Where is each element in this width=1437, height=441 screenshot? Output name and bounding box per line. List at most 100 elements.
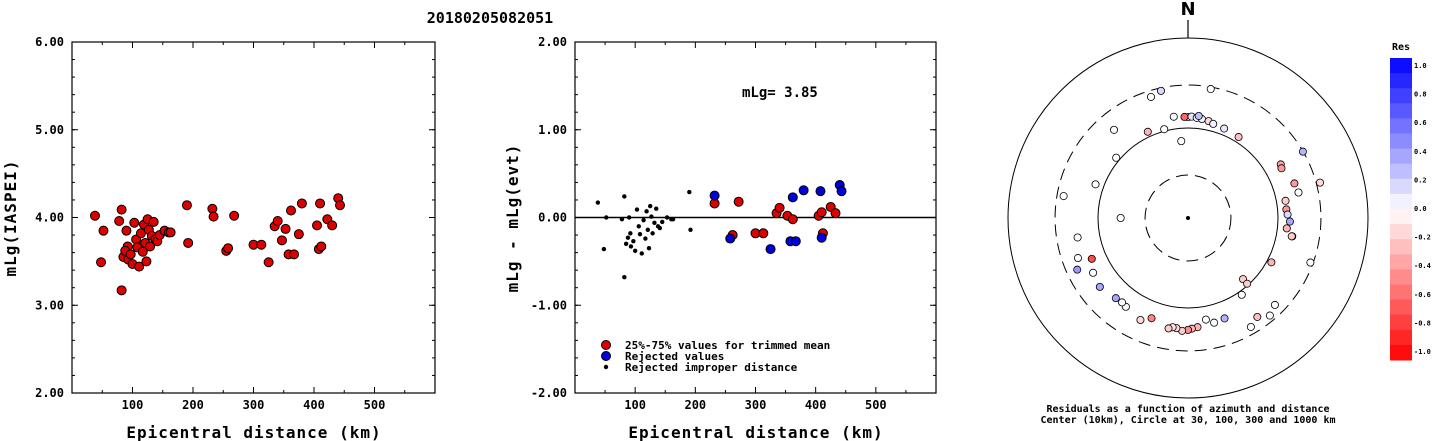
y-axis-label: mLg - mLg(evt) bbox=[503, 144, 522, 293]
colorbar-segment bbox=[1390, 193, 1412, 210]
distance-rings bbox=[1007, 37, 1369, 399]
data-point bbox=[644, 209, 649, 214]
data-point bbox=[181, 200, 192, 211]
station-point bbox=[1136, 315, 1145, 324]
y-tick-label: 1.00 bbox=[538, 123, 567, 137]
station-point bbox=[1156, 86, 1165, 95]
data-point bbox=[631, 238, 636, 244]
station-point bbox=[1277, 164, 1286, 173]
data-points bbox=[595, 180, 847, 280]
station-point bbox=[1265, 311, 1274, 320]
station-point bbox=[1281, 196, 1290, 205]
station-point bbox=[1180, 112, 1189, 121]
y-tick-label: -2.00 bbox=[531, 386, 567, 400]
legend-label-improper-distance: Rejected improper distance bbox=[625, 361, 798, 374]
data-point bbox=[89, 210, 100, 221]
data-point bbox=[641, 217, 646, 223]
panel-residual-vs-distance: 100 200 300 400 500 -2.00 -1.00 0.00 1.00 2.00 mL… bbox=[503, 35, 937, 441]
station-point bbox=[1143, 127, 1152, 136]
epicenter-marker bbox=[1186, 216, 1190, 220]
y-tick-label: 6.00 bbox=[35, 35, 64, 49]
data-point bbox=[272, 216, 283, 227]
data-point bbox=[604, 215, 609, 220]
legend-label-trimmed-mean: 25%-75% values for trimmed mean bbox=[625, 339, 830, 352]
station-point bbox=[1059, 192, 1068, 201]
data-point bbox=[816, 207, 827, 218]
data-point bbox=[116, 285, 127, 296]
x-tick-label: 300 bbox=[243, 398, 265, 412]
station-point bbox=[1306, 258, 1315, 267]
colorbar-tick-label: -0.8 bbox=[1414, 319, 1431, 327]
station-point bbox=[1118, 298, 1127, 307]
colorbar-segment bbox=[1390, 224, 1412, 240]
magnitude-annotation: mLg= 3.85 bbox=[742, 85, 818, 101]
station-point bbox=[1164, 324, 1173, 333]
station-point bbox=[1073, 254, 1082, 263]
colorbar-tick-label: 0.4 bbox=[1414, 148, 1427, 156]
colorbar-tick-label: -1.0 bbox=[1414, 348, 1431, 356]
station-point bbox=[1237, 290, 1246, 299]
data-point bbox=[645, 227, 651, 232]
data-point bbox=[650, 231, 655, 236]
colorbar-scale: 1.0 0.8 0.6 0.4 0.2 0.0 -0.2 -0.4 -0.6 -0.8 -1.0 bbox=[1390, 58, 1431, 361]
data-point bbox=[296, 198, 307, 209]
data-point bbox=[229, 210, 240, 221]
data-point bbox=[280, 223, 291, 234]
y-tick-label: 3.00 bbox=[35, 298, 64, 312]
data-point bbox=[637, 231, 643, 237]
panel-azimuth-residuals: N Residuals as a function of azimuth and… bbox=[1007, 0, 1431, 426]
station-point bbox=[1201, 315, 1210, 324]
data-point bbox=[148, 216, 159, 227]
data-point bbox=[625, 235, 631, 240]
data-point bbox=[815, 186, 826, 197]
data-point bbox=[293, 229, 304, 240]
data-point bbox=[595, 200, 601, 205]
station-point bbox=[1112, 153, 1121, 162]
north-label: N bbox=[1180, 0, 1195, 20]
colorbar-tick-label: -0.4 bbox=[1414, 262, 1431, 270]
data-point bbox=[626, 215, 632, 220]
colorbar-title: Res bbox=[1392, 42, 1410, 53]
distance-ring bbox=[1097, 127, 1279, 309]
data-point bbox=[709, 190, 720, 201]
colorbar-tick-label: -0.6 bbox=[1414, 291, 1431, 299]
x-tick-label: 100 bbox=[122, 398, 144, 412]
panel-magnitude-vs-distance: 100 200 300 400 500 2.00 3.00 4.00 5.00 6.00 Epic… bbox=[1, 35, 436, 441]
data-point bbox=[652, 220, 657, 225]
data-point bbox=[601, 246, 607, 252]
data-point bbox=[114, 216, 125, 227]
data-point bbox=[183, 237, 194, 248]
data-point bbox=[619, 217, 625, 222]
colorbar-segment bbox=[1390, 314, 1412, 331]
colorbar-segment bbox=[1390, 133, 1412, 150]
station-point bbox=[1298, 147, 1307, 156]
station-point bbox=[1283, 210, 1292, 219]
colorbar-segment bbox=[1390, 163, 1412, 180]
x-axis-label: Epicentral distance (km) bbox=[126, 423, 381, 441]
data-point bbox=[636, 224, 641, 229]
colorbar-segment bbox=[1390, 269, 1412, 285]
data-point bbox=[654, 206, 659, 211]
data-point bbox=[688, 227, 693, 232]
data-point bbox=[664, 215, 670, 220]
data-point bbox=[315, 198, 326, 209]
y-tick-label: 2.00 bbox=[538, 35, 567, 49]
data-point bbox=[733, 196, 744, 207]
data-point bbox=[327, 220, 338, 231]
colorbar-segment bbox=[1390, 239, 1412, 255]
data-point bbox=[208, 211, 219, 222]
data-point bbox=[145, 241, 156, 252]
station-point bbox=[1206, 85, 1215, 94]
axis-ticks: 100 200 300 400 500 2.00 3.00 4.00 5.00 6.00 bbox=[35, 35, 435, 412]
colorbar: Res 1.0 0.8 0.6 0.4 0.2 0.0 -0.2 -0.4 -0.6 -0.8 -1… bbox=[1390, 42, 1431, 361]
data-point bbox=[774, 202, 785, 213]
data-point bbox=[687, 189, 692, 195]
data-point bbox=[798, 185, 809, 196]
data-point bbox=[648, 203, 653, 209]
data-point bbox=[263, 257, 274, 268]
station-point bbox=[1194, 111, 1203, 120]
colorbar-segment bbox=[1390, 329, 1412, 346]
x-tick-label: 500 bbox=[865, 398, 887, 412]
colorbar-tick-label: 1.0 bbox=[1414, 62, 1427, 70]
